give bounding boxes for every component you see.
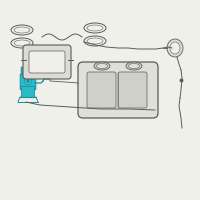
FancyBboxPatch shape — [21, 86, 35, 98]
FancyBboxPatch shape — [23, 45, 71, 79]
FancyBboxPatch shape — [78, 62, 158, 118]
Ellipse shape — [167, 39, 183, 57]
FancyBboxPatch shape — [118, 72, 147, 108]
Ellipse shape — [126, 62, 142, 70]
Ellipse shape — [170, 42, 180, 54]
FancyBboxPatch shape — [20, 74, 36, 90]
Ellipse shape — [94, 62, 110, 70]
FancyBboxPatch shape — [21, 67, 35, 78]
FancyBboxPatch shape — [29, 51, 65, 73]
FancyBboxPatch shape — [87, 72, 116, 108]
Ellipse shape — [96, 64, 108, 68]
Ellipse shape — [23, 66, 33, 72]
Circle shape — [26, 79, 30, 82]
Circle shape — [24, 77, 32, 84]
Ellipse shape — [128, 64, 140, 68]
